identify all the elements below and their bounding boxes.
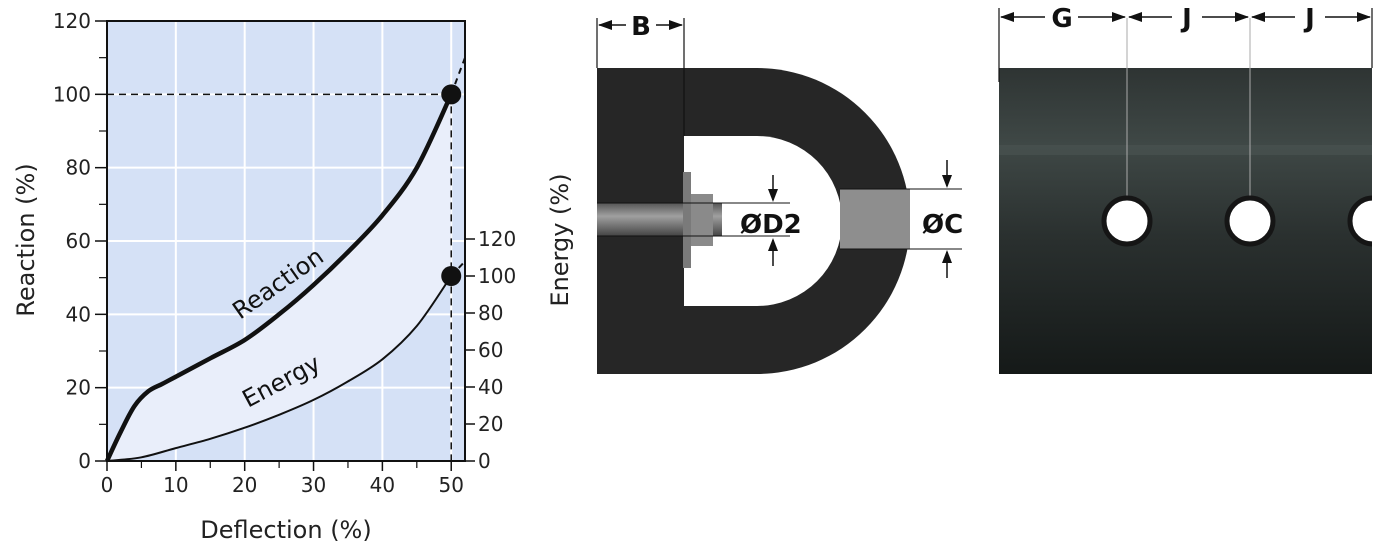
deflection-chart: 0 10 20 30 40 50 0 20 40 60 80 100 120 0 20 40 60 80 100 12… <box>12 9 574 544</box>
series-energy-line <box>106 275 453 462</box>
y-tick-label-4: 80 <box>66 156 91 180</box>
mounting-hole-2 <box>1224 195 1276 247</box>
marker-energy <box>441 266 462 286</box>
fender-cross-section: B ØD2 ØC <box>596 12 963 374</box>
tube-body <box>999 68 1372 374</box>
dim-b-arrowhead-right <box>669 20 683 30</box>
dim-j2-arrowhead-right <box>1357 12 1371 22</box>
dim-d2-arrowhead-bottom <box>768 238 778 251</box>
bolt-plate <box>683 172 691 268</box>
x-tick-label-4: 40 <box>370 473 395 497</box>
y2-tick-label-5: 100 <box>478 264 516 288</box>
tick-labels: 0 10 20 30 40 50 0 20 40 60 80 100 120 0 20 40 60 80 100 12… <box>53 9 516 497</box>
dim-g-arrowhead-left <box>1000 12 1014 22</box>
dim-j1-arrowhead-left <box>1128 12 1142 22</box>
mounting-hole-1 <box>1101 195 1153 247</box>
fender-bore <box>684 136 842 306</box>
y2-tick-label-4: 80 <box>478 301 503 325</box>
ticks <box>95 20 475 471</box>
x-tick-label-5: 50 <box>439 473 464 497</box>
x-axis-title: Deflection (%) <box>200 516 371 544</box>
y-tick-label-1: 20 <box>66 376 91 400</box>
y2-tick-label-1: 20 <box>478 412 503 436</box>
y2-tick-label-3: 60 <box>478 338 503 362</box>
y-tick-label-0: 0 <box>78 449 91 473</box>
dim-j1-arrowhead-right <box>1235 12 1249 22</box>
y-axis-title: Reaction (%) <box>12 163 40 316</box>
x-tick-label-0: 0 <box>101 473 114 497</box>
y2-tick-label-2: 40 <box>478 375 503 399</box>
y2-tick-label-6: 120 <box>478 227 516 251</box>
dim-c-label: ØC <box>922 210 963 240</box>
dim-c-arrowhead-bottom <box>942 250 952 263</box>
y-tick-label-6: 120 <box>53 9 91 33</box>
x-tick-label-3: 30 <box>301 473 326 497</box>
markers <box>441 84 462 286</box>
dim-j2-label: J <box>1303 4 1315 34</box>
series-reaction-line <box>104 93 454 462</box>
y2-tick-label-0: 0 <box>478 449 491 473</box>
tube-clip-right <box>1372 60 1380 380</box>
dim-d2-label: ØD2 <box>740 210 802 240</box>
dim-b-label: B <box>631 12 651 42</box>
y-tick-label-2: 40 <box>66 302 91 326</box>
dim-g-arrowhead-right <box>1112 12 1126 22</box>
fender-insert-c <box>840 189 910 249</box>
dim-g-label: G <box>1051 4 1072 34</box>
dim-d2-arrowhead-top <box>768 189 778 202</box>
bolt-nut <box>691 194 713 246</box>
y-tick-label-3: 60 <box>66 229 91 253</box>
dim-j1-label: J <box>1180 4 1192 34</box>
marker-reaction <box>441 84 462 105</box>
dim-b-arrowhead-left <box>598 20 612 30</box>
x-tick-label-2: 20 <box>232 473 257 497</box>
x-tick-label-1: 10 <box>163 473 188 497</box>
y2-axis-title: Energy (%) <box>546 173 574 306</box>
tube-side-view: G J J <box>998 4 1380 380</box>
dim-c-arrowhead-top <box>942 175 952 188</box>
dim-j2-arrowhead-left <box>1251 12 1265 22</box>
y-tick-label-5: 100 <box>53 82 91 106</box>
